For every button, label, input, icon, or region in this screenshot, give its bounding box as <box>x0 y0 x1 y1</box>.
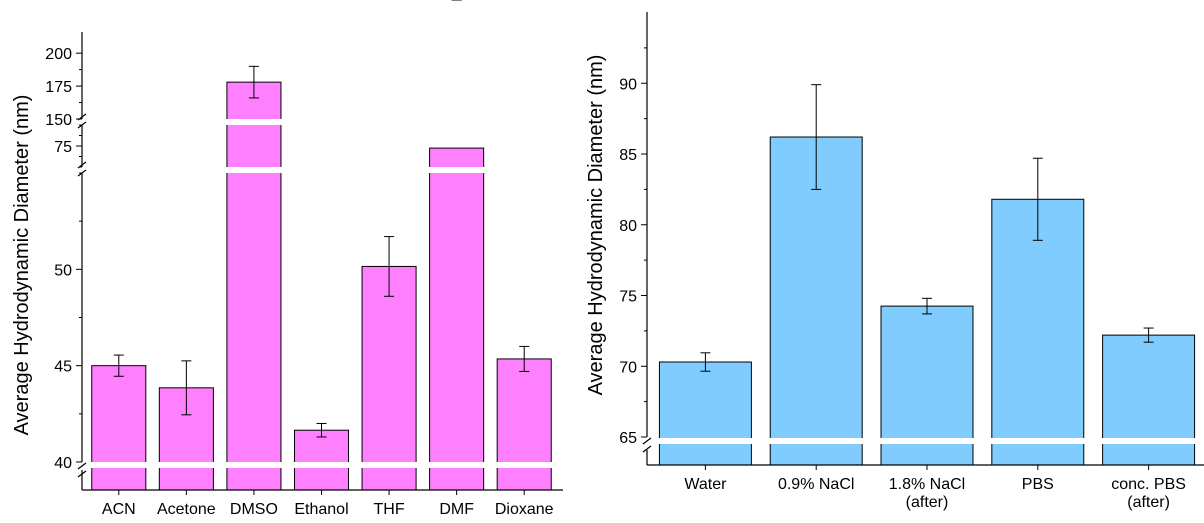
y-tick-label: 80 <box>619 218 637 235</box>
y-tick-label: 150 <box>45 112 72 129</box>
x-tick-label-pbs: PBS <box>1022 476 1054 493</box>
x-tick-label-1-8-nacl-after-: (after) <box>906 494 949 511</box>
x-tick-label-conc-pbs-after-: (after) <box>1127 494 1170 511</box>
axis-break-gap <box>85 167 558 173</box>
y-tick-label: 70 <box>619 359 637 376</box>
axis-break-mark <box>77 470 87 478</box>
y-tick-label: 45 <box>54 359 72 376</box>
y-tick-label: 85 <box>619 147 637 164</box>
x-tick-label-acetone: Acetone <box>157 501 216 518</box>
axis-break-gap <box>650 438 1204 444</box>
x-tick-label-dmso: DMSO <box>230 501 278 518</box>
bar-0-9-nacl <box>769 136 863 466</box>
axis-break-gap <box>85 119 558 125</box>
y-tick-label: 40 <box>54 455 72 472</box>
solvent-bar-chart: ACN Acetone DMSO Ethanol THF DMF Dioxane 40 45 50… <box>11 0 563 518</box>
y-axis-title: Average Hydrodynamic Diameter (nm) <box>585 55 607 396</box>
x-tick-label-thf: THF <box>374 501 405 518</box>
x-tick-label-water: Water <box>684 476 727 493</box>
y-tick-label: 75 <box>619 289 637 306</box>
bar-conc-pbs-after- <box>1102 334 1196 466</box>
x-tick-label-0-9-nacl: 0.9% NaCl <box>778 476 854 493</box>
axis-break-gap <box>85 462 558 468</box>
bar-thf <box>361 265 417 491</box>
bar-water <box>658 361 752 466</box>
x-tick-label-conc-pbs-after-: conc. PBS <box>1111 476 1186 493</box>
bar-pbs <box>991 198 1085 466</box>
bar-dioxane <box>496 358 552 491</box>
bar-ethanol <box>293 429 350 491</box>
bar-dmf <box>429 147 485 491</box>
salt-bar-chart: Water 0.9% NaCl 1.8% NaCl(after)PBS conc. P… <box>585 12 1204 511</box>
axis-break-mark <box>77 462 87 470</box>
x-tick-label-1-8-nacl-after-: 1.8% NaCl <box>889 476 965 493</box>
y-tick-label: 90 <box>619 76 637 93</box>
x-tick-label-dmf: DMF <box>439 501 474 518</box>
axis-break-mark <box>642 437 652 445</box>
x-tick-label-ethanol: Ethanol <box>294 501 348 518</box>
x-tick-label-dioxane: Dioxane <box>495 501 554 518</box>
y-tick-label: 65 <box>619 430 637 447</box>
y-tick-label: 50 <box>54 262 72 279</box>
axis-break-mark <box>642 445 652 453</box>
y-axis-title: Average Hydrodynamic Diameter (nm) <box>11 95 33 436</box>
y-tick-label: 175 <box>45 79 72 96</box>
bar-dmso <box>226 81 282 491</box>
y-tick-label: 75 <box>54 139 72 156</box>
x-tick-label-acn: ACN <box>102 501 136 518</box>
y-tick-label: 200 <box>45 46 72 63</box>
bar-acn <box>91 365 147 491</box>
